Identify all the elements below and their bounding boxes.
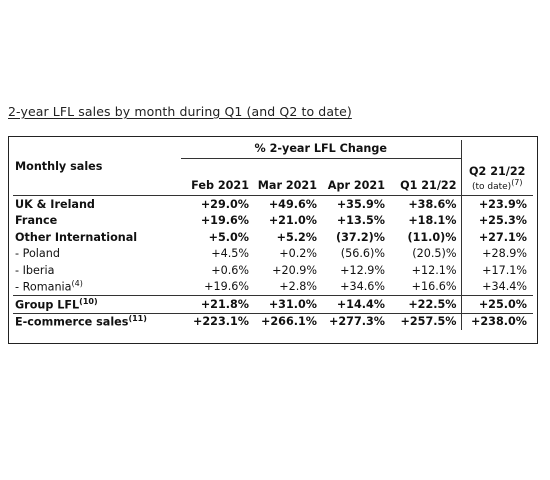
table-cell: +19.6% <box>204 280 249 294</box>
table-cell: +34.4% <box>460 278 533 296</box>
empty-corner <box>13 140 181 158</box>
table-row: E-commerce sales(11) +223.1% +266.1% +27… <box>13 312 533 330</box>
row-label: Other International <box>15 230 138 244</box>
table-cell: (20.5)% <box>412 247 457 261</box>
table-cell: (37.2)% <box>335 230 385 244</box>
group-header: % 2-year LFL Change <box>181 140 461 159</box>
table-cell: +266.1% <box>253 312 321 330</box>
table-cell: +23.9% <box>460 195 533 213</box>
column-header: Mar 2021 <box>257 179 317 192</box>
table-cell: +35.9% <box>321 195 389 213</box>
table-row: Group LFL(10) +21.8% +31.0% +14.4% +22.5… <box>13 295 533 313</box>
row-label: - Romania(4) <box>15 279 83 295</box>
table-cell: +34.6% <box>340 280 385 294</box>
table-row: Other International +5.0% +5.2% (37.2)% … <box>13 229 533 246</box>
table-cell: +5.0% <box>208 230 249 244</box>
row-label: UK & Ireland <box>13 195 181 213</box>
table-row: - Poland +4.5% +0.2% (56.6)% (20.5)% +28… <box>13 245 533 262</box>
column-header: Q1 21/22 <box>400 179 457 192</box>
row-label: France <box>15 214 58 228</box>
table-cell: +257.5% <box>389 312 461 330</box>
table-cell: +0.6% <box>211 263 249 277</box>
table-cell: +25.3% <box>460 212 533 229</box>
row-label: E-commerce sales(11) <box>13 312 181 330</box>
table-cell: +13.5% <box>336 214 385 228</box>
table-cell: +277.3% <box>321 312 389 330</box>
table-cell: +38.6% <box>389 195 461 213</box>
table-cell: +25.0% <box>460 295 533 313</box>
table-cell: +4.5% <box>211 247 249 261</box>
table-cell: +12.9% <box>340 263 385 277</box>
table-cell: +21.8% <box>181 295 253 313</box>
table-cell: +0.2% <box>279 247 317 261</box>
table-cell: +17.1% <box>460 262 533 279</box>
lfl-table-box: % 2-year LFL Change Monthly sales Feb 20… <box>8 136 538 344</box>
table-cell: +16.6% <box>411 280 457 294</box>
row-header: Monthly sales <box>15 160 103 173</box>
row-label: Group LFL(10) <box>13 295 181 313</box>
q2-column-header: Q2 21/22 (to date)(7) <box>460 158 533 196</box>
table-cell: +238.0% <box>460 312 533 330</box>
table-cell: (11.0)% <box>407 230 457 244</box>
table-cell: +18.1% <box>408 214 457 228</box>
row-label: - Poland <box>15 247 60 261</box>
column-header: Apr 2021 <box>327 179 385 192</box>
table-cell: +19.6% <box>200 214 249 228</box>
q2-header-label: Q2 21/22 <box>469 165 526 178</box>
table-cell: +29.0% <box>181 195 253 213</box>
table-row: France +19.6% +21.0% +13.5% +18.1% +25.3… <box>13 212 533 229</box>
row-label: - Iberia <box>15 263 55 277</box>
column-header: Feb 2021 <box>191 179 249 192</box>
table-row: UK & Ireland +29.0% +49.6% +35.9% +38.6%… <box>13 195 533 213</box>
table-cell: +27.1% <box>460 229 533 246</box>
page-title: 2-year LFL sales by month during Q1 (and… <box>8 104 352 119</box>
table-cell: +223.1% <box>181 312 253 330</box>
table-cell: +12.1% <box>411 263 457 277</box>
table-row: - Iberia +0.6% +20.9% +12.9% +12.1% +17.… <box>13 262 533 279</box>
table-cell: +21.0% <box>268 214 317 228</box>
table-cell: (56.6)% <box>340 247 385 261</box>
table-cell: +28.9% <box>460 245 533 262</box>
lfl-sales-table: % 2-year LFL Change Monthly sales Feb 20… <box>13 140 533 330</box>
table-cell: +2.8% <box>279 280 317 294</box>
table-cell: +20.9% <box>272 263 317 277</box>
empty-q2-top <box>460 140 533 158</box>
table-row: - Romania(4) +19.6% +2.8% +34.6% +16.6% … <box>13 278 533 296</box>
table-cell: +49.6% <box>253 195 321 213</box>
table-cell: +31.0% <box>253 295 321 313</box>
q2-header-sub: (to date)(7) <box>471 178 523 192</box>
table-cell: +22.5% <box>389 295 461 313</box>
table-cell: +14.4% <box>321 295 389 313</box>
table-cell: +5.2% <box>276 230 317 244</box>
